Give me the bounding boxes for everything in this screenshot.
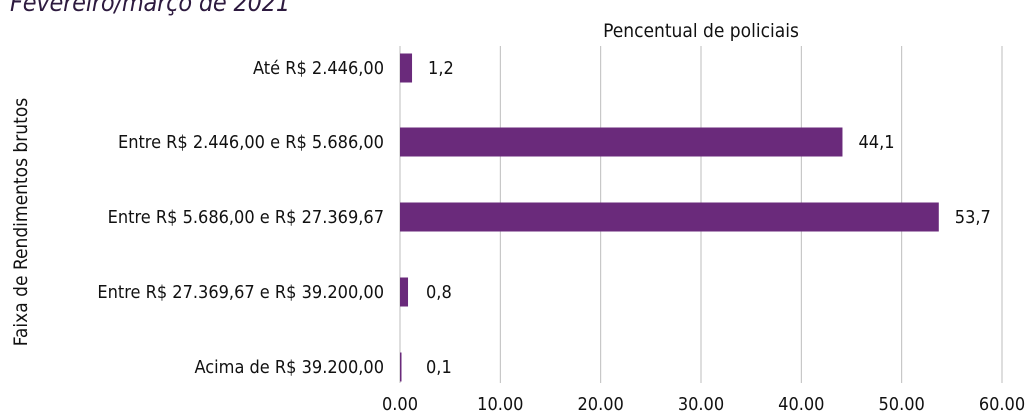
- category-label: Acima de R$ 39.200,00: [195, 357, 384, 378]
- bar: [400, 202, 939, 232]
- category-label: Entre R$ 5.686,00 e R$ 27.369,67: [108, 207, 384, 228]
- value-label: 0,8: [426, 282, 452, 303]
- y-axis-label: Faixa de Rendimentos brutos: [10, 98, 32, 346]
- value-label: 53,7: [955, 207, 991, 228]
- chart-subtitle: Fevereiro/março de 2021: [10, 0, 290, 17]
- value-label: 44,1: [858, 132, 894, 153]
- value-label: 1,2: [428, 58, 454, 79]
- labels: 0.00 10.00 20.00 30.00 40.00 50.00 60.00 Até R$…: [97, 58, 1025, 415]
- x-tick-label: 0.00: [382, 394, 418, 415]
- bar: [400, 127, 843, 157]
- x-tick-label: 30.00: [678, 394, 724, 415]
- bar: [400, 53, 413, 83]
- category-label: Até R$ 2.446,00: [253, 58, 384, 79]
- x-tick-label: 20.00: [577, 394, 623, 415]
- x-tick-label: 60.00: [979, 394, 1025, 415]
- bars: [400, 53, 939, 382]
- value-label: 0,1: [426, 357, 452, 378]
- category-label: Entre R$ 2.446,00 e R$ 5.686,00: [118, 132, 384, 153]
- category-label: Entre R$ 27.369,67 e R$ 39.200,00: [97, 282, 384, 303]
- bar: [400, 352, 402, 382]
- bar: [400, 277, 409, 307]
- x-tick-label: 50.00: [878, 394, 924, 415]
- x-tick-label: 40.00: [778, 394, 824, 415]
- chart-title: Pencentual de policiais: [603, 20, 799, 42]
- x-tick-label: 10.00: [477, 394, 523, 415]
